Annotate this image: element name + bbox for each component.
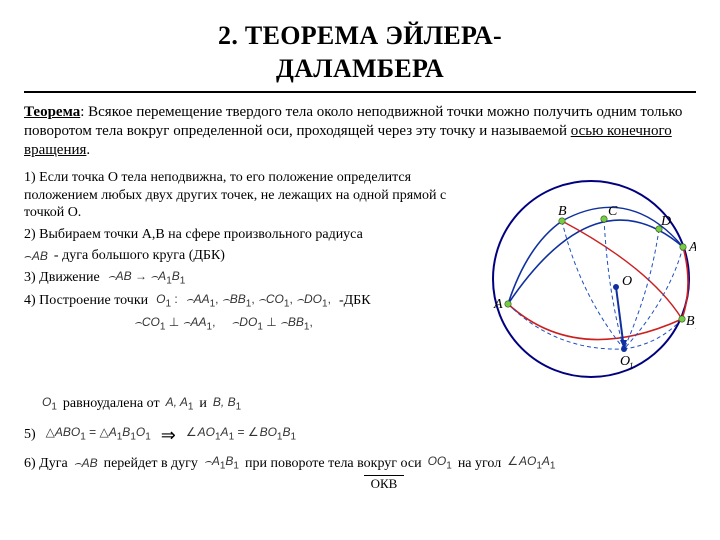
step-3: 3) Движение ⌢AB → ⌢A1B1 [24, 269, 468, 288]
dbk-list: ⌢AA1, ⌢BB1, ⌢CO1, ⌢DO1, [186, 292, 331, 311]
final-angle: AO1A1 [507, 454, 555, 473]
svg-text:A: A [493, 297, 503, 312]
arc-ab-placeholder: ⌢AB [24, 249, 48, 264]
o1-text: равноудалена от [63, 395, 160, 413]
perp1: ⌢CO1 ⊥ ⌢AA1, [134, 315, 215, 334]
steps-column: 1) Если точка О тела неподвижна, то его … [24, 169, 468, 385]
title-line2: ДАЛАМБЕРА [276, 54, 444, 83]
aa1-text: A, A1 [166, 395, 194, 414]
step-1: 1) Если точка О тела неподвижна, то его … [24, 169, 468, 222]
svg-text:A: A [688, 240, 696, 255]
ab-expr: ⌢AB → ⌢A1B1 [108, 269, 186, 288]
sphere-diagram: ABCDA1B1OO1 [476, 169, 696, 379]
step-6: 6) Дуга ⌢AB перейдет в дугу ⌢A1B1 при по… [24, 454, 696, 473]
svg-text:1: 1 [695, 321, 696, 331]
theorem-lead: Теорема [24, 104, 80, 120]
svg-text:B: B [558, 204, 567, 219]
title-rule [24, 91, 696, 93]
title-line1: 2. ТЕОРЕМА ЭЙЛЕРА- [218, 21, 502, 50]
step-6d: на угол [458, 455, 501, 473]
step-3-text: 3) Движение [24, 269, 100, 287]
implies-1: ⇒ [161, 424, 176, 447]
o1-label: O1 [42, 395, 57, 414]
perp2: ⌢DO1 ⊥ ⌢BB1, [231, 315, 312, 334]
svg-text:D: D [660, 214, 671, 229]
o1-equidistant: O1 равноудалена от A, A1 и B, B1 [42, 395, 696, 414]
step-5-num: 5) [24, 426, 36, 444]
step-5: 5) △ABO1 = △A1B1O1 ⇒ AO1A1 = BO1B1 [24, 424, 696, 447]
step-6a: 6) Дуга [24, 455, 68, 473]
step-4b-text: -ДБК [339, 292, 371, 310]
o1-expr: O1 : [156, 292, 178, 311]
step-2b: ⌢AB - дуга большого круга (ДБК) [24, 247, 468, 265]
svg-text:O: O [622, 274, 632, 289]
arc-ab-2: ⌢AB [74, 456, 98, 471]
content-columns: 1) Если точка О тела неподвижна, то его … [24, 169, 696, 385]
bb1-text: B, B1 [213, 395, 241, 414]
arc-a1b1-2: ⌢A1B1 [204, 454, 239, 473]
tri-eq: △ABO1 = △A1B1O1 [46, 425, 151, 444]
svg-text:1: 1 [629, 361, 634, 371]
step-6c: при повороте тела вокруг оси [245, 455, 422, 473]
step-6b: перейдет в дугу [104, 455, 198, 473]
okv-label: ОКВ [364, 475, 404, 492]
heading-title: 2. ТЕОРЕМА ЭЙЛЕРА- ДАЛАМБЕРА [24, 20, 696, 85]
perp-line: ⌢CO1 ⊥ ⌢AA1, ⌢DO1 ⊥ ⌢BB1, [134, 315, 468, 334]
svg-text:B: B [686, 314, 695, 329]
o1-and: и [199, 395, 207, 413]
step-4a-text: 4) Построение точки [24, 292, 148, 310]
oo1: OO1 [428, 454, 452, 473]
ang-eq: AO1A1 = BO1B1 [186, 425, 296, 444]
step-2b-text: - дуга большого круга (ДБК) [54, 247, 225, 265]
svg-text:C: C [608, 204, 618, 219]
step-4: 4) Построение точки O1 : ⌢AA1, ⌢BB1, ⌢CO… [24, 292, 468, 311]
step-2a: 2) Выбираем точки А,В на сфере произволь… [24, 226, 468, 244]
diagram-column: ABCDA1B1OO1 [476, 169, 696, 385]
theorem-text: Теорема: Всякое перемещение твердого тел… [24, 103, 696, 159]
